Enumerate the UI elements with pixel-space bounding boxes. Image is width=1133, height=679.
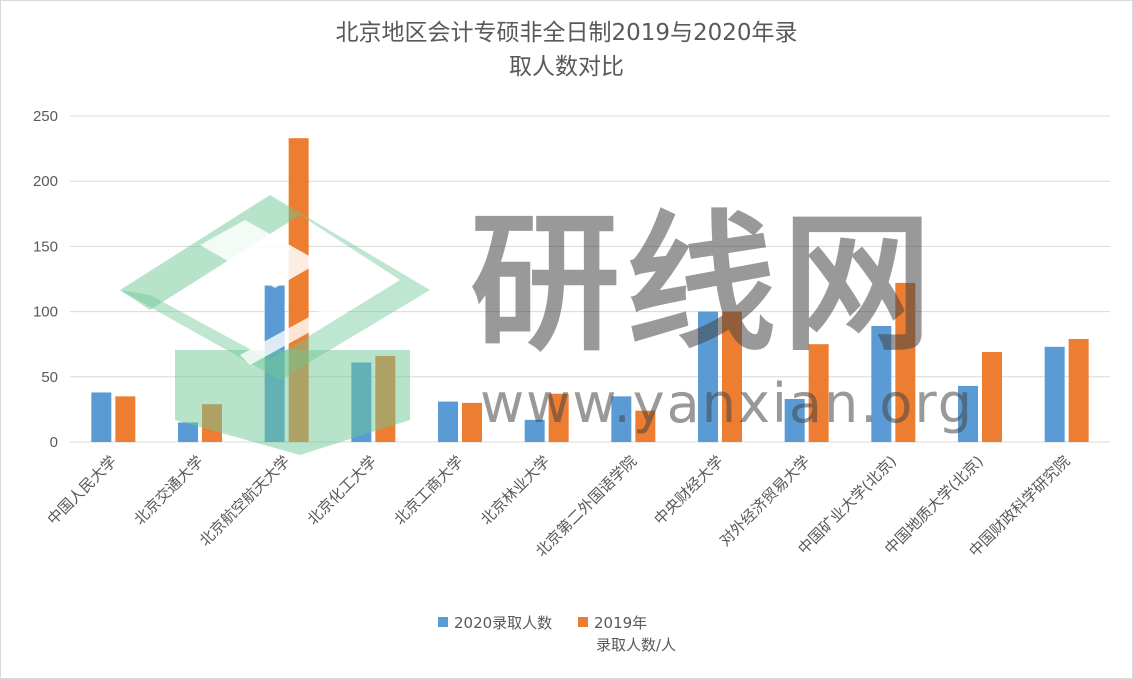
bar-2019-11	[1068, 338, 1089, 442]
bar-2019-2	[288, 138, 309, 442]
bar-2020-2	[264, 285, 285, 442]
x-category-label: 中央财经大学	[650, 452, 726, 528]
x-category-label: 中国人民大学	[44, 452, 120, 528]
bar-2019-5	[548, 393, 569, 442]
bar-2020-3	[351, 362, 372, 442]
y-tick-label: 200	[33, 173, 58, 190]
bar-2020-1	[178, 422, 198, 442]
x-category-label: 北京化工大学	[304, 452, 380, 528]
y-tick-label: 0	[50, 434, 58, 451]
y-tick-label: 150	[33, 238, 58, 255]
bar-2020-9	[871, 325, 892, 442]
chart-title-line1: 北京地区会计专硕非全日制2019与2020年录	[335, 20, 798, 46]
bar-2019-8	[808, 344, 829, 442]
bar-2020-5	[524, 419, 545, 442]
bar-2019-9	[895, 282, 916, 442]
legend-label-2019-line2: 录取人数/人	[596, 636, 677, 654]
y-tick-label: 50	[41, 369, 58, 386]
legend-label-2020: 2020录取人数	[454, 614, 553, 632]
bar-2019-4	[462, 402, 482, 442]
legend-swatch-2019	[578, 617, 588, 627]
x-category-label: 对外经济贸易大学	[716, 452, 814, 550]
x-category-label: 北京航空航天大学	[196, 452, 294, 550]
bar-2019-1	[202, 404, 222, 442]
bar-2019-0	[115, 396, 136, 442]
bar-2020-6	[611, 396, 632, 442]
y-tick-label: 250	[33, 108, 58, 125]
bar-2020-11	[1044, 346, 1065, 442]
x-category-label: 北京交通大学	[130, 452, 206, 528]
bar-2020-7	[698, 311, 718, 442]
y-tick-label: 100	[33, 304, 58, 321]
bar-2019-10	[982, 352, 1002, 442]
bar-2020-0	[91, 392, 112, 442]
bar-2019-3	[375, 355, 396, 442]
chart-title-line2: 取人数对比	[509, 54, 624, 80]
x-category-label: 北京林业大学	[477, 452, 553, 528]
x-category-label: 北京工商大学	[390, 452, 466, 528]
bar-2020-4	[438, 401, 458, 442]
bar-2020-8	[784, 398, 805, 442]
legend-label-2019-line1: 2019年	[594, 614, 648, 632]
bar-2020-10	[958, 385, 978, 442]
legend-swatch-2020	[438, 617, 448, 627]
bar-2019-6	[635, 410, 656, 442]
bar-2019-7	[722, 311, 742, 442]
chart-title: 北京地区会计专硕非全日制2019与2020年录 取人数对比	[0, 16, 1133, 84]
